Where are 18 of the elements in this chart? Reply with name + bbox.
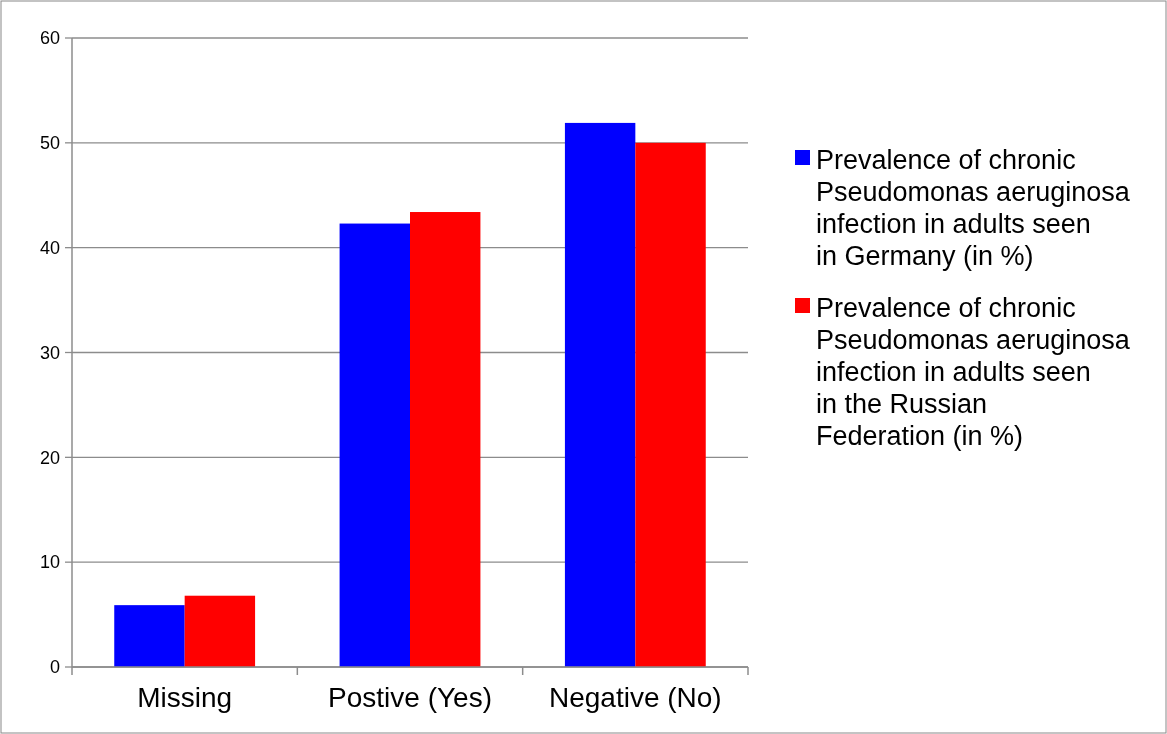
x-tick-label: Negative (No) [548,682,722,713]
x-tick-label: Missing [137,682,233,713]
bar [114,605,185,667]
bar [564,122,636,667]
bar [410,212,481,667]
legend-label: Prevalence of chronic Pseudomonas aeruginosa infection in adults seen in the Russian Federation (in %) [816,293,1131,452]
y-tick-label: 50 [39,133,60,154]
bar [635,142,706,667]
y-tick-label: 0 [49,657,60,678]
y-tick-label: 60 [39,28,60,49]
y-tick-label: 30 [39,342,60,363]
bar [184,595,256,667]
legend-label: Prevalence of chronic Pseudomonas aeruginosa infection in adults seen in Germany (in %) [816,145,1131,272]
x-tick-label: Postive (Yes) [328,682,492,713]
y-tick-label: 40 [39,237,60,258]
y-tick-label: 10 [39,552,60,573]
bar [339,223,410,667]
y-tick-label: 20 [39,447,60,468]
